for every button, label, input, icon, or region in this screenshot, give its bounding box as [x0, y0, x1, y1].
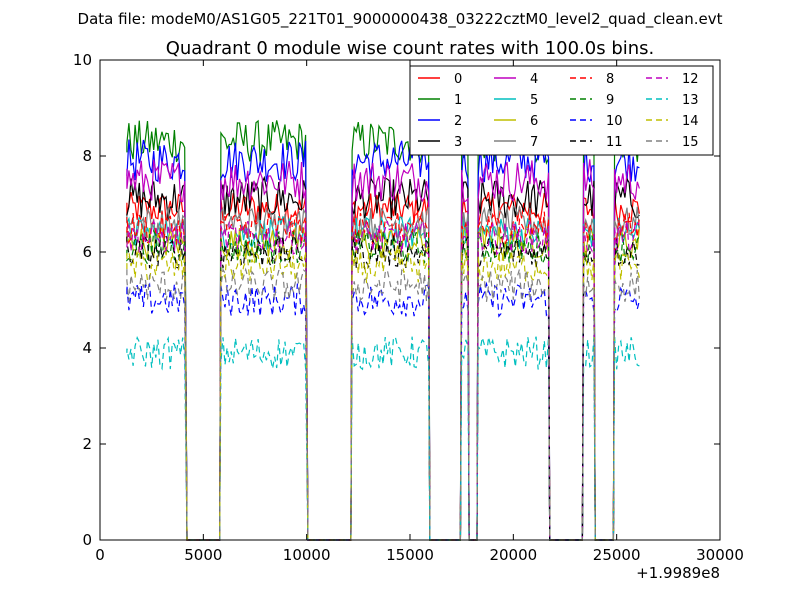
x-tick-label: 15000 — [386, 546, 434, 564]
series-line-5 — [126, 214, 640, 541]
series-line-8 — [126, 210, 640, 541]
legend-label-9: 9 — [606, 93, 614, 108]
series-line-12 — [126, 219, 640, 541]
legend-label-6: 6 — [530, 114, 538, 129]
series-line-1 — [126, 119, 640, 541]
legend-label-8: 8 — [606, 72, 614, 87]
x-tick-label: 30000 — [696, 546, 744, 564]
legend-box — [409, 65, 714, 156]
legend-label-3: 3 — [454, 135, 462, 150]
x-axis-offset-label: +1.9989e8 — [636, 564, 720, 582]
y-tick-label: 10 — [73, 51, 92, 69]
legend-label-15: 15 — [682, 135, 699, 150]
x-tick-label: 25000 — [593, 546, 641, 564]
legend-label-1: 1 — [454, 93, 462, 108]
plot-area — [126, 119, 640, 541]
legend-label-0: 0 — [454, 72, 462, 87]
series-line-10 — [126, 281, 640, 541]
x-tick-label: 20000 — [489, 546, 537, 564]
suptitle: Data file: modeM0/AS1G05_221T01_90000004… — [78, 10, 723, 29]
x-tick-label: 0 — [95, 546, 105, 564]
legend-label-14: 14 — [682, 114, 699, 129]
y-tick-label: 4 — [82, 339, 92, 357]
series-line-15 — [126, 267, 640, 541]
legend-label-7: 7 — [530, 135, 538, 150]
y-tick-label: 2 — [82, 435, 92, 453]
chart-title: Quadrant 0 module wise count rates with … — [166, 38, 655, 59]
series-line-11 — [126, 233, 640, 541]
series-line-6 — [126, 225, 640, 541]
series-line-9 — [126, 229, 640, 541]
legend-label-5: 5 — [530, 93, 538, 108]
x-tick-label: 10000 — [283, 546, 331, 564]
y-tick-label: 6 — [82, 243, 92, 261]
series-line-4 — [126, 159, 640, 541]
x-tick-label: 5000 — [184, 546, 222, 564]
legend-label-2: 2 — [454, 114, 462, 129]
legend-label-4: 4 — [530, 72, 538, 87]
legend-label-12: 12 — [682, 72, 699, 87]
legend-label-13: 13 — [682, 93, 699, 108]
legend-label-11: 11 — [606, 135, 623, 150]
y-tick-label: 8 — [82, 147, 92, 165]
y-tick-label: 0 — [82, 531, 92, 549]
series-line-13 — [126, 335, 640, 541]
legend-label-10: 10 — [606, 114, 623, 129]
series-line-0 — [126, 191, 640, 541]
